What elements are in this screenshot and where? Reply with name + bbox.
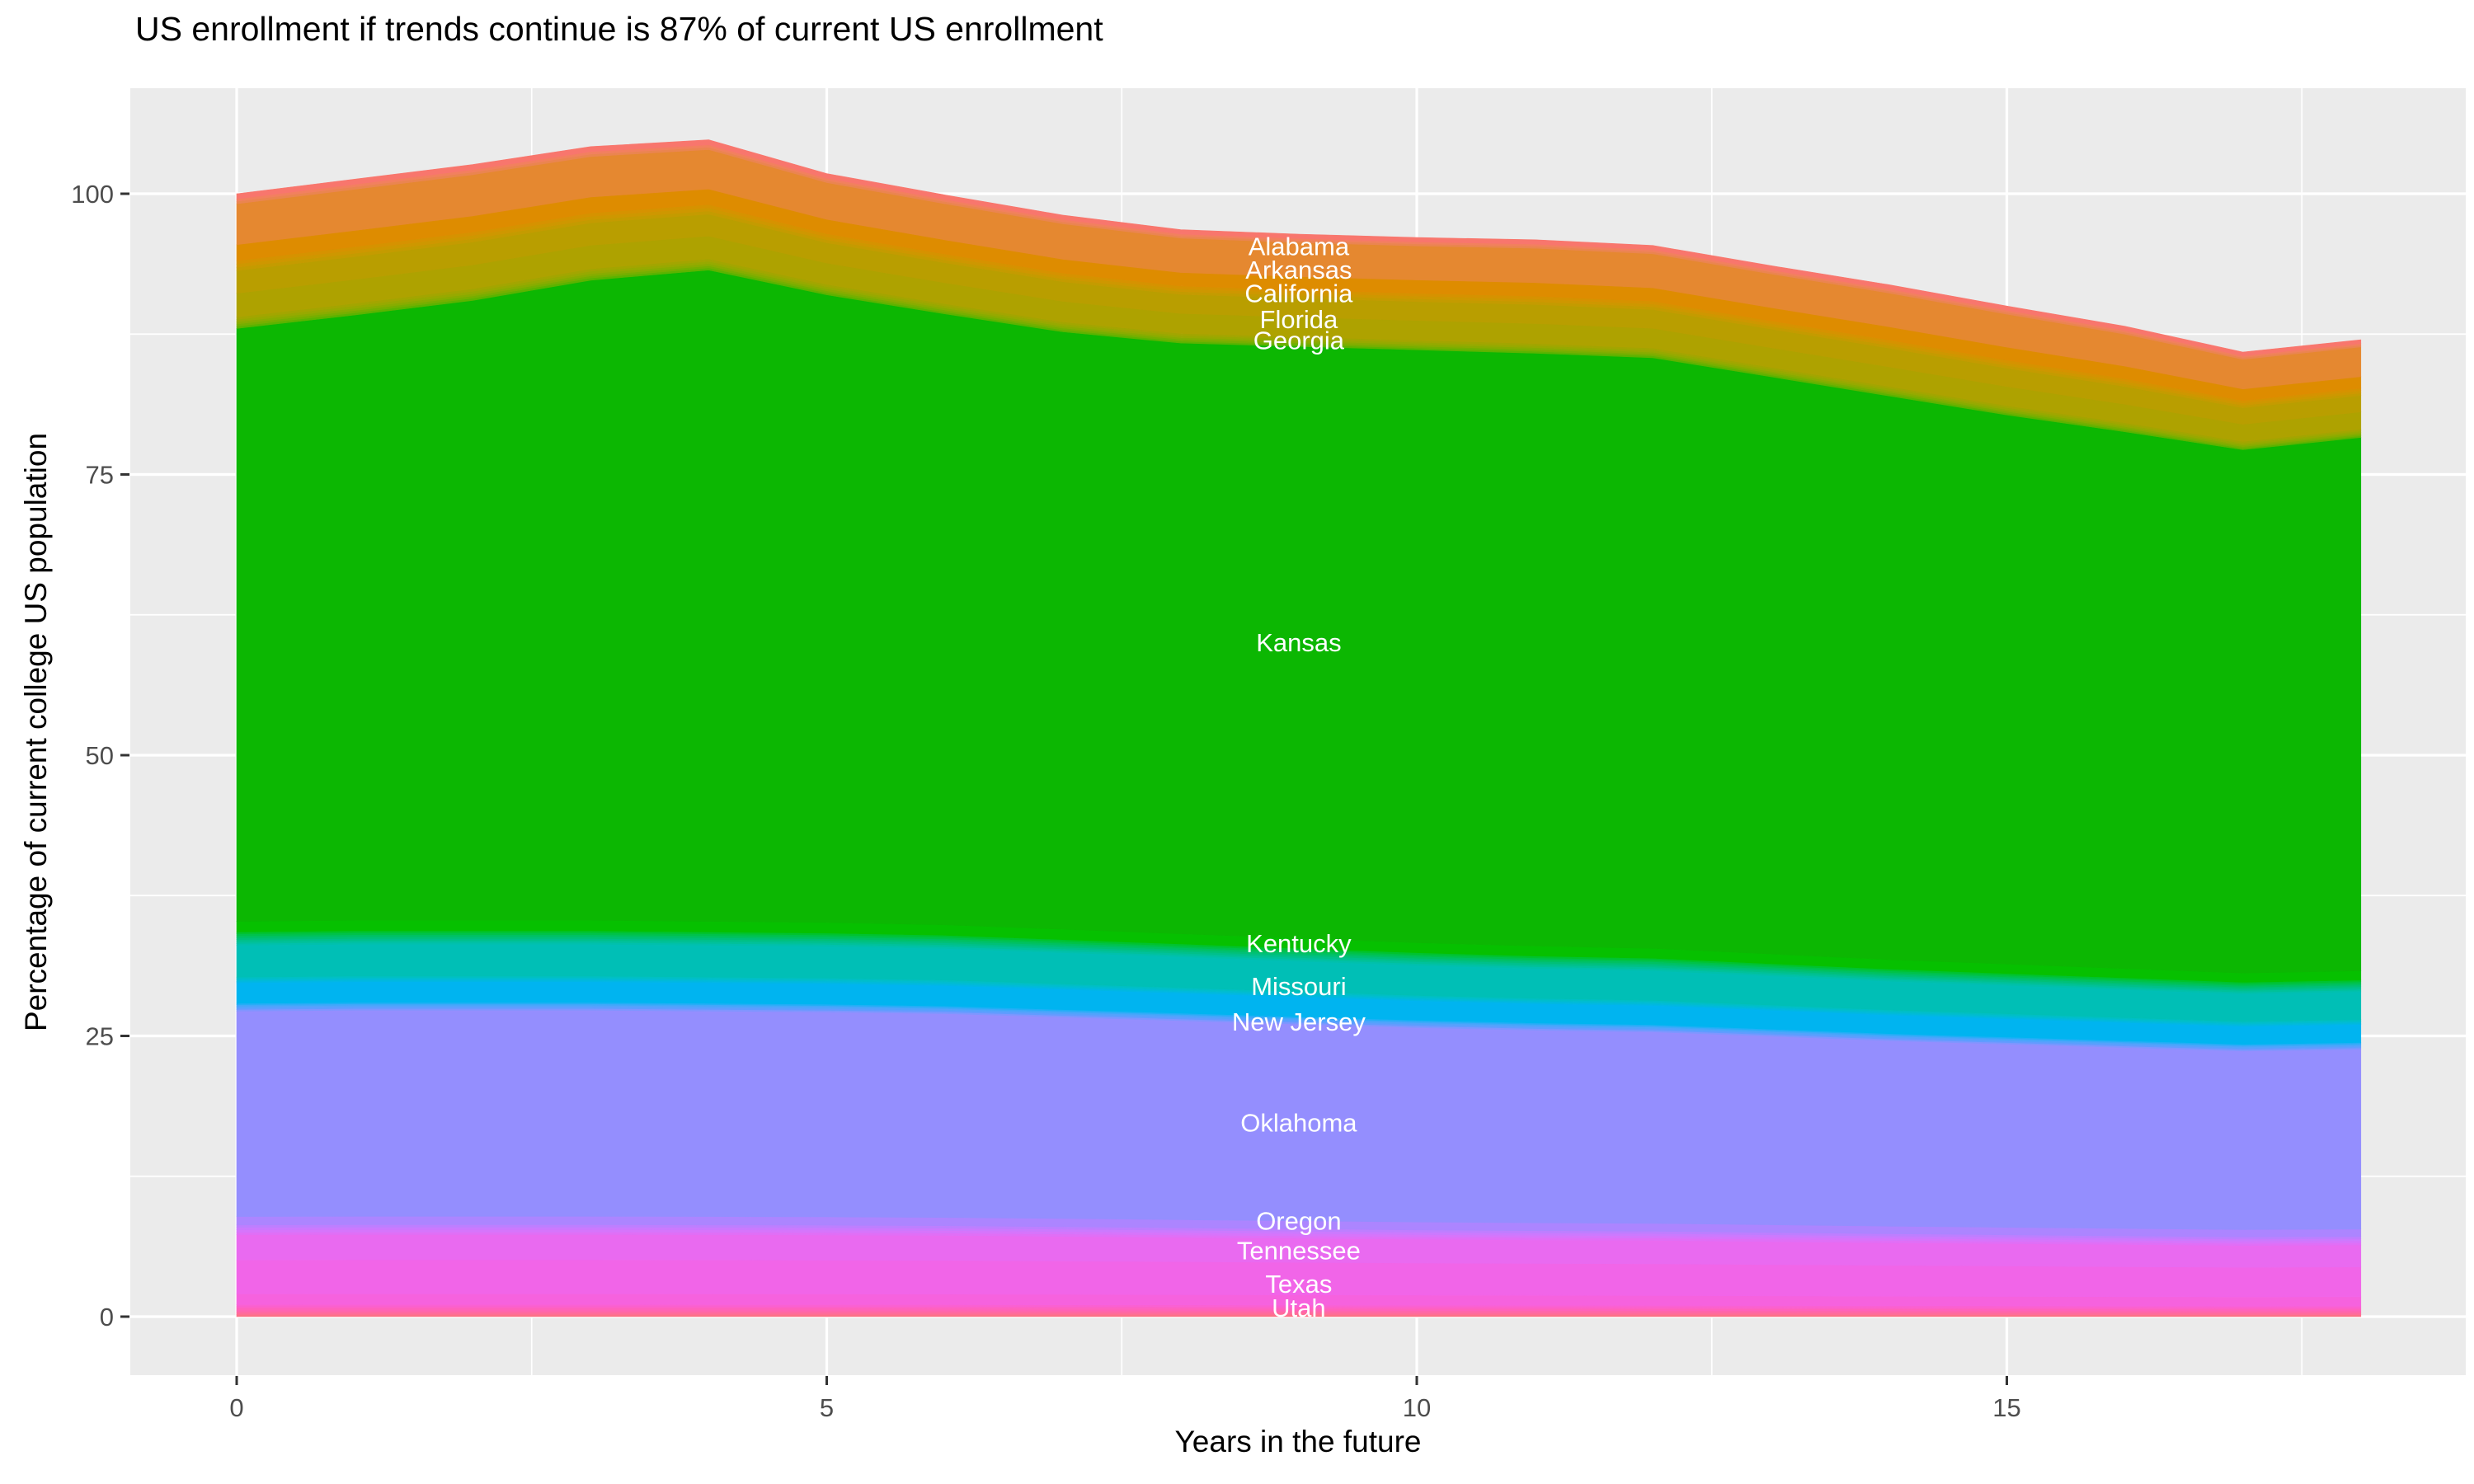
state-label-missouri: Missouri (1251, 972, 1346, 1001)
state-label-new-jersey: New Jersey (1232, 1007, 1366, 1036)
x-axis-title: Years in the future (1174, 1425, 1422, 1458)
state-label-oregon: Oregon (1256, 1207, 1341, 1236)
x-tick-label: 10 (1403, 1393, 1431, 1422)
state-label-alabama: Alabama (1249, 232, 1350, 261)
area-alabama (236, 139, 2362, 356)
y-axis-title: Percentage of current college US populat… (19, 432, 53, 1032)
state-label-oklahoma: Oklahoma (1240, 1108, 1357, 1137)
x-tick-label: 0 (229, 1393, 243, 1422)
y-tick-label: 25 (86, 1022, 114, 1051)
chart-title: US enrollment if trends continue is 87% … (135, 10, 1103, 48)
state-label-california: California (1244, 279, 1353, 308)
state-label-tennessee: Tennessee (1237, 1237, 1361, 1266)
state-label-georgia: Georgia (1253, 326, 1345, 355)
state-label-florida: Florida (1260, 305, 1339, 334)
state-label-kentucky: Kentucky (1246, 929, 1352, 958)
state-label-utah: Utah (1272, 1294, 1325, 1322)
state-label-texas: Texas (1265, 1270, 1332, 1298)
x-tick-label: 15 (1992, 1393, 2020, 1422)
y-tick-label: 75 (86, 461, 114, 490)
y-tick-label: 100 (71, 180, 114, 209)
y-tick-label: 0 (100, 1303, 114, 1331)
state-label-kansas: Kansas (1256, 628, 1341, 657)
x-tick-label: 5 (820, 1393, 834, 1422)
y-tick-label: 50 (86, 741, 114, 770)
state-label-arkansas: Arkansas (1245, 256, 1352, 284)
